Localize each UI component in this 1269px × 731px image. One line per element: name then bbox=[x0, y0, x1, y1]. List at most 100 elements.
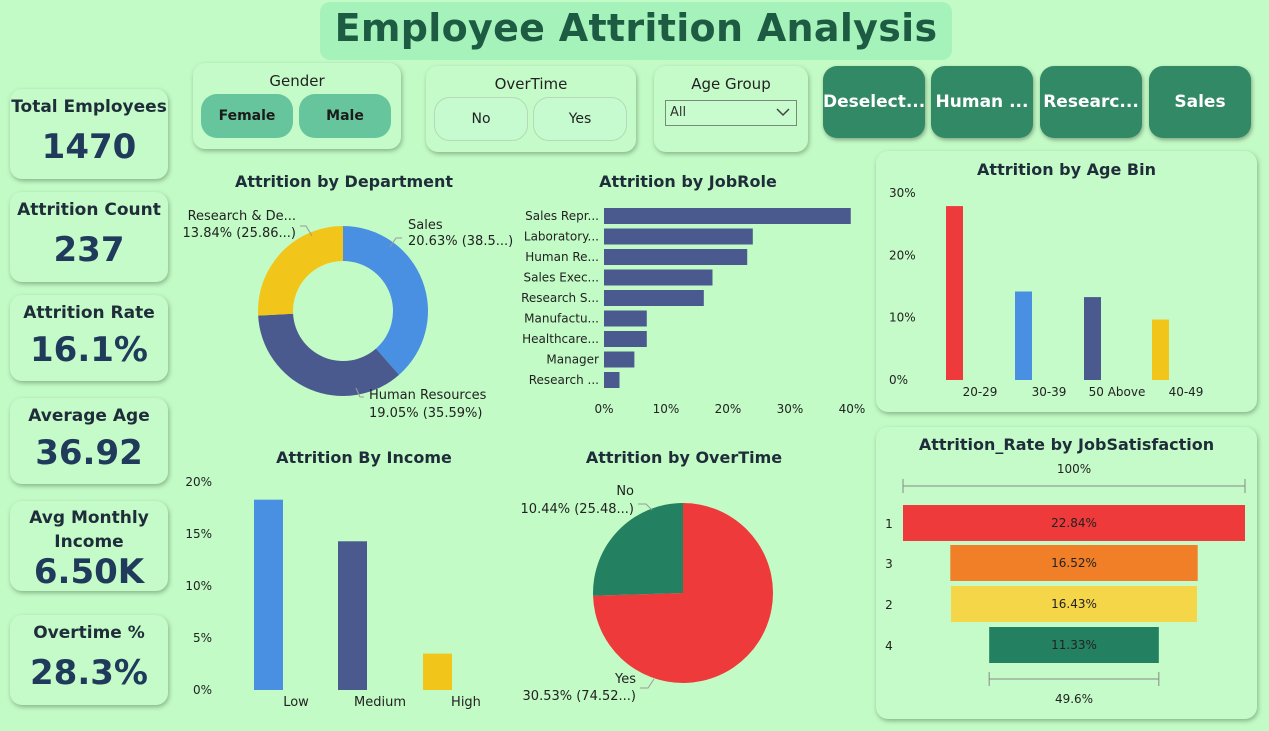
jobrole-bar bbox=[604, 372, 620, 388]
agebin-tick-label: 30% bbox=[889, 186, 916, 200]
agebin-bar bbox=[1084, 297, 1101, 380]
income-category-label: High bbox=[451, 695, 481, 710]
funnel-category-label: 3 bbox=[885, 557, 893, 571]
income-bar bbox=[254, 499, 283, 690]
slicer-title: Gender bbox=[269, 72, 325, 90]
deselect-all-button[interactable]: Deselect... bbox=[823, 66, 925, 138]
funnel-bottom-label: 49.6% bbox=[1055, 692, 1093, 706]
funnel-value-label: 16.52% bbox=[1051, 556, 1097, 570]
funnel-category-label: 4 bbox=[885, 639, 893, 653]
jobrole-category-label: Manufactu... bbox=[524, 312, 599, 326]
department-slice bbox=[343, 226, 428, 375]
agebin-tick-label: 0% bbox=[889, 373, 908, 387]
income-tick-label: 15% bbox=[185, 527, 212, 541]
agebin-chart-title: Attrition by Age Bin bbox=[977, 160, 1156, 179]
age-group-dropdown[interactable]: All bbox=[665, 100, 797, 126]
kpi-label: Overtime % bbox=[33, 623, 145, 643]
overtime-chart-title: Attrition by OverTime bbox=[585, 448, 783, 467]
slicer-title: Age Group bbox=[691, 75, 771, 93]
title-banner bbox=[320, 2, 952, 60]
agebin-bar bbox=[946, 206, 963, 380]
jobsatisfaction-chart-title: Attrition_Rate by JobSatisfaction bbox=[918, 435, 1215, 454]
kpi-label: Attrition Rate bbox=[23, 303, 155, 323]
overtime-option-no[interactable]: No bbox=[434, 97, 528, 141]
human-resources-button[interactable]: Human ... bbox=[931, 66, 1033, 138]
jobrole-category-label: Laboratory... bbox=[524, 230, 599, 244]
kpi-value: 16.1% bbox=[30, 330, 148, 370]
jobrole-bar bbox=[604, 351, 635, 368]
overtime-slice bbox=[593, 503, 773, 683]
kpi-label-line2: Income bbox=[54, 532, 124, 552]
page-title: Employee Attrition Analysis bbox=[334, 6, 938, 50]
slice-value-label: 10.44% (25.48...) bbox=[521, 502, 634, 517]
gender-slicer: Gender Female Male bbox=[193, 63, 401, 149]
jobrole-chart-title: Attrition by JobRole bbox=[599, 172, 777, 191]
jobrole-tick-label: 30% bbox=[777, 402, 804, 416]
department-slice bbox=[257, 226, 343, 316]
slice-name-label: Yes bbox=[614, 672, 636, 687]
jobrole-bar bbox=[604, 269, 713, 286]
overtime-pie-chart: No 10.44% (25.48...) Yes 30.53% (74.52...) bbox=[521, 484, 773, 704]
kpi-value: 6.50K bbox=[33, 552, 145, 592]
funnel-bar bbox=[989, 627, 1159, 663]
funnel-value-label: 22.84% bbox=[1051, 516, 1097, 530]
funnel-category-label: 2 bbox=[885, 598, 893, 612]
kpi-attrition-count: Attrition Count 237 bbox=[10, 192, 168, 282]
department-slice bbox=[258, 313, 400, 397]
agebin-category-label: 40-49 bbox=[1169, 385, 1204, 399]
kpi-value: 36.92 bbox=[35, 433, 143, 473]
funnel-top-label: 100% bbox=[1057, 462, 1091, 476]
agebin-bar bbox=[1015, 291, 1032, 380]
jobrole-category-label: Manager bbox=[546, 353, 599, 367]
income-tick-label: 0% bbox=[193, 683, 212, 697]
income-tick-label: 20% bbox=[185, 475, 212, 489]
funnel-category-label: 1 bbox=[885, 517, 893, 531]
income-tick-label: 5% bbox=[193, 631, 212, 645]
agebin-category-label: 50 Above bbox=[1089, 385, 1146, 399]
overtime-option-yes[interactable]: Yes bbox=[533, 97, 627, 141]
kpi-label: Average Age bbox=[28, 406, 150, 426]
slice-name-label: Research & De... bbox=[188, 209, 296, 224]
agebin-tick-label: 10% bbox=[889, 311, 916, 325]
jobrole-category-label: Sales Exec... bbox=[524, 271, 600, 285]
kpi-value: 28.3% bbox=[30, 653, 148, 693]
funnel-value-label: 16.43% bbox=[1051, 597, 1097, 611]
overtime-slicer: OverTime No Yes bbox=[426, 66, 636, 152]
age-group-slicer: Age Group All bbox=[654, 66, 808, 152]
jobrole-tick-label: 10% bbox=[653, 402, 680, 416]
jobrole-bar bbox=[604, 290, 704, 306]
slicer-title: OverTime bbox=[494, 75, 568, 93]
jobrole-bar bbox=[604, 249, 748, 265]
funnel-top-bracket bbox=[902, 479, 1246, 493]
funnel-bar bbox=[903, 505, 1245, 541]
agebin-bar-chart: 20-29 30-39 50 Above 40-49 0% 10% 20% 30% bbox=[889, 186, 1203, 399]
slice-value-label: 13.84% (25.86...) bbox=[183, 226, 296, 241]
dropdown-selected-value: All bbox=[670, 105, 687, 120]
kpi-label: Total Employees bbox=[11, 97, 167, 117]
jobrole-bar bbox=[604, 228, 753, 245]
jobrole-tick-label: 20% bbox=[715, 402, 742, 416]
jobrole-tick-label: 40% bbox=[839, 402, 866, 416]
jobrole-category-label: Healthcare... bbox=[522, 332, 599, 346]
income-chart-title: Attrition By Income bbox=[276, 448, 452, 467]
kpi-attrition-rate: Attrition Rate 16.1% bbox=[10, 295, 168, 381]
income-bar bbox=[338, 541, 367, 690]
leader-line bbox=[355, 387, 364, 398]
slice-name-label: No bbox=[616, 484, 634, 499]
leader-line bbox=[389, 237, 402, 248]
chevron-down-icon bbox=[776, 108, 790, 117]
sales-button[interactable]: Sales bbox=[1149, 66, 1251, 138]
jobrole-category-label: Research S... bbox=[521, 291, 599, 305]
slice-name-label: Sales bbox=[408, 218, 443, 233]
jobrole-bar bbox=[604, 310, 647, 327]
funnel-bottom-bracket bbox=[988, 672, 1160, 686]
research-button[interactable]: Researc... bbox=[1040, 66, 1142, 138]
leader-line bbox=[638, 503, 653, 511]
leader-line bbox=[640, 678, 655, 689]
income-category-label: Low bbox=[283, 695, 309, 710]
gender-option-female[interactable]: Female bbox=[201, 94, 293, 138]
gender-option-male[interactable]: Male bbox=[299, 94, 391, 138]
kpi-label: Attrition Count bbox=[17, 200, 161, 220]
